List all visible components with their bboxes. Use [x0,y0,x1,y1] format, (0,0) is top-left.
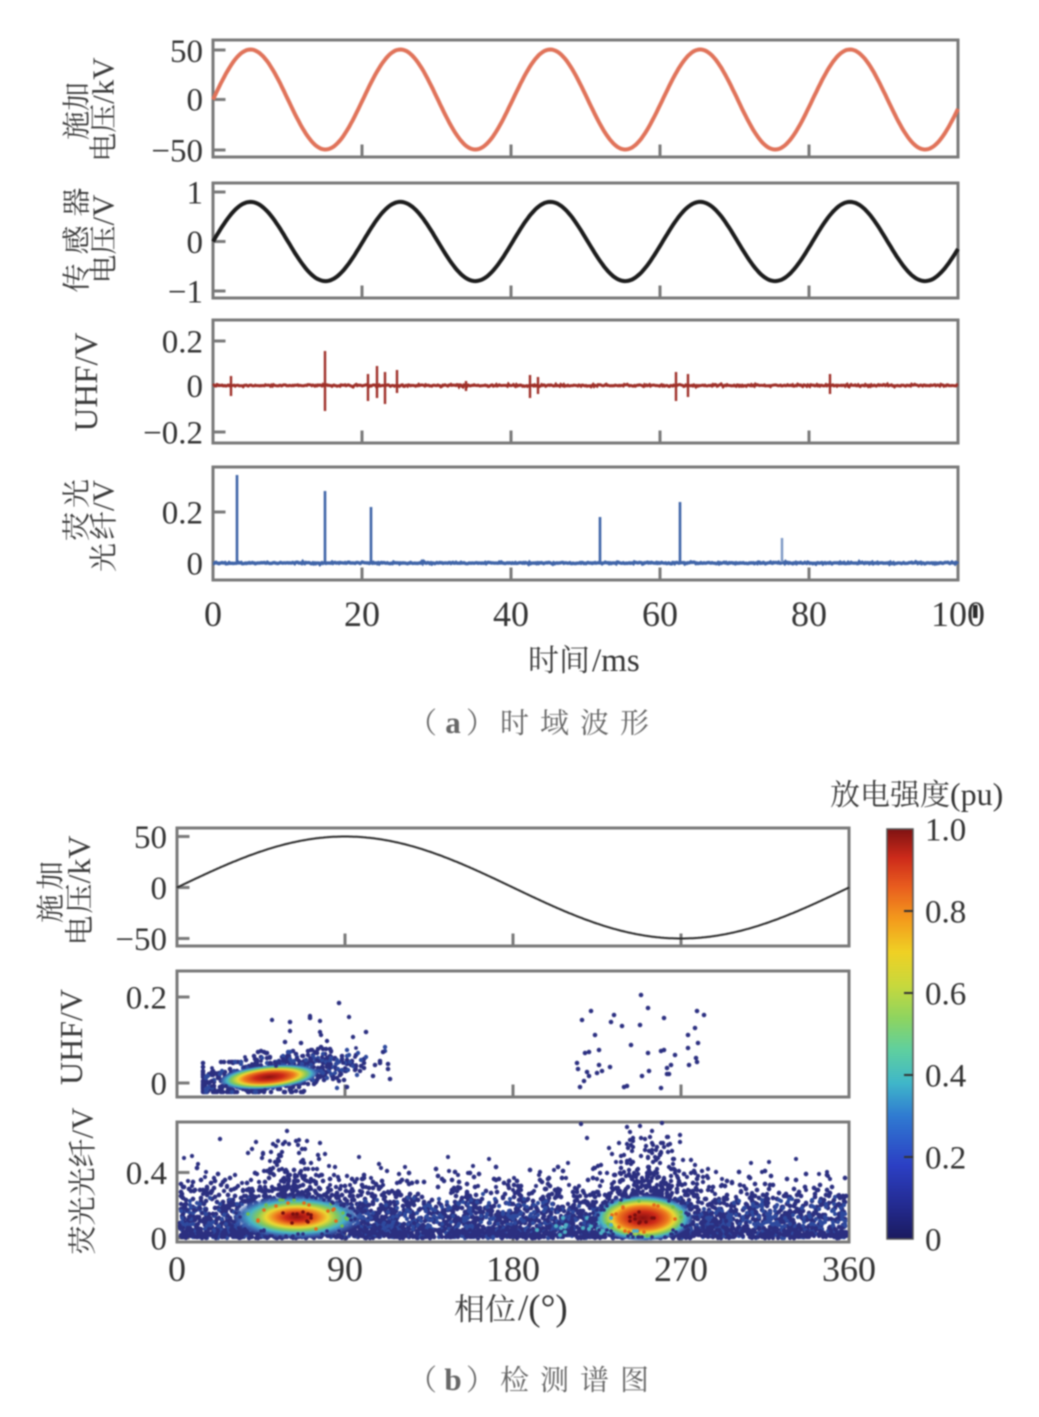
svg-text:b: b [444,1362,461,1397]
svg-text:270: 270 [654,1249,708,1289]
svg-text:UHF/V: UHF/V [69,332,105,431]
svg-text:20: 20 [344,594,380,634]
svg-text:360: 360 [822,1249,876,1289]
svg-text:0: 0 [187,546,204,582]
svg-text:1: 1 [187,175,204,211]
svg-text:/ms: /ms [592,643,640,679]
svg-text:80: 80 [791,594,827,634]
svg-text:UHF/V: UHF/V [53,989,89,1085]
svg-text:0: 0 [151,1066,168,1102]
svg-text:1.0: 1.0 [925,813,966,849]
svg-text:180: 180 [486,1249,540,1289]
svg-text:0: 0 [204,594,222,634]
svg-text:a: a [445,705,461,740]
svg-text:0.2: 0.2 [162,324,203,360]
svg-text:60: 60 [642,594,678,634]
svg-text:0: 0 [151,871,168,907]
svg-text:0: 0 [151,1221,168,1257]
svg-text:0: 0 [187,369,204,405]
svg-text:−0.2: −0.2 [143,415,203,451]
svg-text:/V: /V [86,479,121,511]
svg-text:50: 50 [134,820,167,856]
svg-text:/kV: /kV [61,836,97,884]
svg-text:(pu): (pu) [950,776,1003,812]
svg-text:−50: −50 [151,133,203,169]
svg-text:90: 90 [327,1249,363,1289]
svg-text:0.6: 0.6 [925,977,966,1013]
svg-text:/V: /V [86,194,121,226]
svg-text:0: 0 [925,1223,942,1259]
svg-text:0: 0 [187,82,204,118]
svg-text:0.4: 0.4 [925,1059,966,1095]
svg-text:0: 0 [187,225,204,261]
svg-text:−50: −50 [115,922,167,958]
svg-text:−1: −1 [168,274,203,310]
svg-text:/(°): /(°) [518,1288,568,1329]
svg-text:50: 50 [170,34,203,70]
svg-text:0.8: 0.8 [925,895,966,931]
svg-text:/V: /V [65,1107,100,1139]
svg-text:0.4: 0.4 [126,1156,167,1192]
svg-text:0: 0 [168,1249,186,1289]
svg-text:0.2: 0.2 [126,980,167,1016]
svg-text:40: 40 [493,594,529,634]
svg-text:0.2: 0.2 [162,495,203,531]
svg-text:/kV: /kV [86,57,121,104]
svg-text:0.2: 0.2 [925,1141,966,1177]
